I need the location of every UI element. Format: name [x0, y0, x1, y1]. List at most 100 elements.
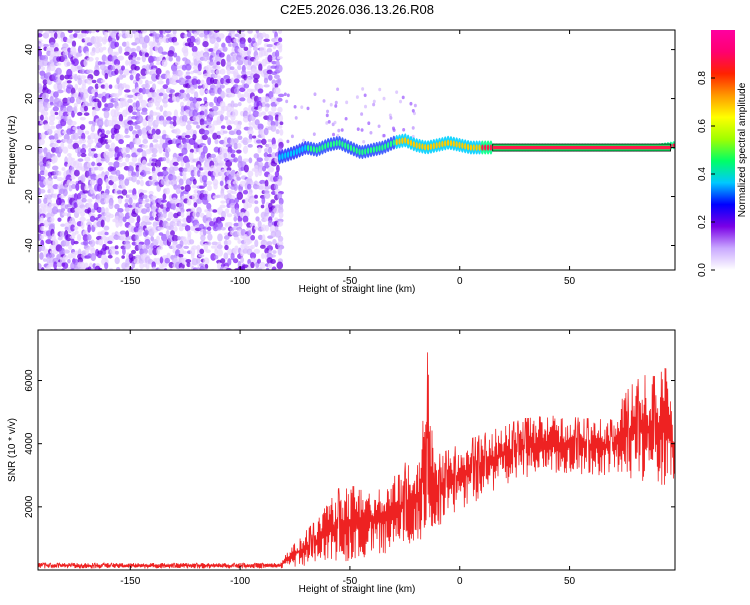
spectrogram-cell	[312, 132, 316, 136]
spectrogram-cell	[271, 56, 277, 61]
spectrogram-cell	[254, 267, 260, 270]
spectrogram-cell	[271, 266, 277, 270]
spectrogram-cell	[89, 179, 96, 186]
spectrogram-cell	[136, 45, 141, 52]
spectrogram-cell	[252, 46, 259, 51]
spectrogram-cell	[183, 33, 188, 38]
spectrogram-cell	[277, 178, 283, 186]
spectrogram-cell	[142, 118, 148, 127]
spectrogram-cell	[170, 64, 178, 72]
spectrogram-cell	[66, 116, 72, 120]
ridge-core	[364, 148, 367, 155]
spectrogram-cell	[181, 257, 188, 265]
ridge-core	[475, 144, 478, 151]
spectrogram-cell	[148, 190, 154, 196]
spectrogram-cell	[86, 42, 93, 47]
spectrogram-cell	[186, 143, 192, 150]
spectrogram-cell	[158, 36, 164, 43]
ridge-core	[404, 137, 407, 144]
spectrogram-cell	[286, 139, 290, 144]
spectrogram-cell	[192, 65, 198, 70]
spectrogram-cell	[43, 197, 48, 204]
spectrogram-cell	[237, 239, 242, 244]
spectrogram-cell	[40, 226, 45, 232]
spectrogram-cell	[220, 90, 226, 99]
spectrogram-cell	[130, 59, 137, 66]
spectrogram-cell	[176, 120, 181, 125]
spectrogram-cell	[43, 111, 49, 116]
spectrogram-cell	[236, 149, 242, 154]
spectrogram-cell	[413, 103, 417, 108]
spectrogram-cell	[267, 54, 273, 63]
spectrogram-cell	[40, 120, 44, 125]
spectrogram-cell	[257, 105, 263, 112]
spectrogram-cell	[171, 242, 177, 250]
spectrogram-cell	[300, 105, 304, 109]
spectrogram-cell	[132, 194, 138, 200]
spectrogram-cell	[243, 164, 249, 173]
spectrogram-cell	[378, 87, 382, 92]
spectrogram-cell	[64, 226, 69, 231]
spectrogram-cell	[53, 133, 59, 141]
spectrogram-cell	[198, 254, 205, 258]
spectrogram-cell	[76, 65, 83, 70]
spectrogram-cell	[326, 109, 330, 114]
spectrogram-cell	[241, 70, 247, 76]
spectrogram-cell	[267, 138, 273, 143]
spectrogram-cell	[98, 267, 103, 270]
spectrogram-cell	[85, 51, 90, 57]
spectrogram-cell	[242, 215, 249, 223]
spectrogram-cell	[63, 239, 70, 247]
spectrogram-cell	[206, 185, 212, 192]
spectrogram-cell	[170, 78, 178, 85]
ridge-core	[301, 145, 304, 153]
spectrogram-cell	[66, 179, 72, 186]
spectrogram-cell	[145, 63, 150, 71]
spectrogram-cell	[325, 121, 329, 125]
spectrogram-cell	[211, 105, 219, 112]
spectrogram-cell	[246, 138, 253, 143]
spectrogram-cell	[207, 241, 211, 246]
spectrogram-cell	[139, 179, 144, 187]
spectrogram-cell	[73, 226, 79, 231]
spectrogram-cell	[140, 68, 148, 77]
spectrogram-cell	[249, 197, 256, 204]
spectrogram-cell	[164, 30, 172, 34]
spectrogram-cell	[255, 139, 263, 144]
spectrogram-cell	[134, 65, 140, 71]
spectrogram-cell	[79, 216, 86, 222]
spectrogram-cell	[270, 230, 277, 238]
spectrogram-cell	[127, 165, 134, 173]
spectrogram-cell	[246, 76, 252, 85]
spectrogram-cell	[276, 164, 280, 173]
spectrogram-cell	[118, 113, 124, 123]
spectrogram-cell	[264, 106, 269, 112]
spectrogram-cell	[237, 155, 243, 164]
spectrogram-cell	[204, 209, 209, 213]
spectrogram-cell	[111, 133, 115, 140]
spectrogram-cell	[233, 38, 239, 43]
spectrogram-cell	[192, 211, 198, 218]
spectrogram-cell	[73, 267, 79, 270]
spectrogram-cell	[42, 79, 48, 85]
spectrogram-cell	[118, 46, 123, 54]
spectrogram-cell	[277, 220, 284, 227]
ridge-core	[384, 143, 387, 150]
spectrogram-cell	[49, 253, 55, 258]
spectrogram-cell	[75, 183, 80, 191]
spectrogram-cell	[103, 106, 111, 112]
spectrogram-cell	[233, 236, 240, 241]
spectrogram-cell	[230, 153, 236, 158]
spectrogram-xtick-label: -50	[343, 276, 358, 287]
spectrogram-cell	[39, 170, 46, 176]
ridge-core	[349, 144, 353, 152]
spectrogram-cell	[279, 121, 284, 126]
spectrogram-cell	[114, 245, 119, 250]
ridge-core	[344, 142, 347, 149]
spectrogram-cell	[191, 45, 198, 53]
spectrogram-cell	[273, 87, 281, 95]
spectrogram-cell	[72, 58, 79, 67]
spectrogram-cell	[196, 170, 201, 178]
spectrogram-cell	[66, 80, 72, 84]
spectrogram-frame	[37, 29, 676, 271]
